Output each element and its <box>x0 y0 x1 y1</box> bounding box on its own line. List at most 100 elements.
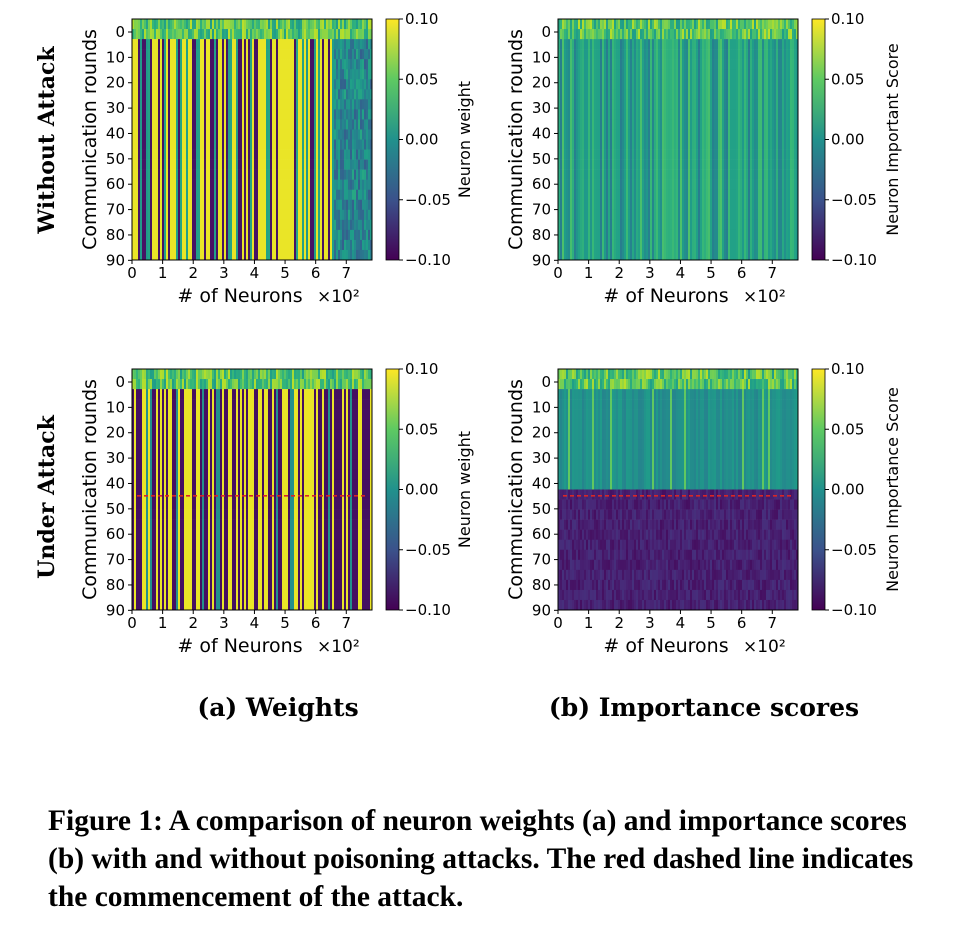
x-tick-label: 0 <box>553 264 563 282</box>
y-tick-label: 10 <box>106 398 125 416</box>
y-tick-label: 90 <box>532 601 551 619</box>
x-tick-label: 4 <box>676 264 686 282</box>
y-tick-label: 60 <box>532 175 551 193</box>
y-tick-label: 70 <box>532 551 551 569</box>
y-tick-label: 70 <box>106 201 125 219</box>
y-tick-label: 0 <box>115 373 125 391</box>
y-tick-label: 90 <box>532 251 551 269</box>
plot-frame <box>131 18 373 261</box>
colorbar-scale <box>385 18 400 261</box>
x-tick-label: 3 <box>645 614 655 632</box>
plot-frame <box>557 368 799 611</box>
colorbar-tick-label: 0.05 <box>831 420 864 438</box>
y-tick-label: 80 <box>106 576 125 594</box>
y-tick-label: 30 <box>532 99 551 117</box>
y-tick-label: 0 <box>115 23 125 41</box>
x-tick-label: 1 <box>584 264 594 282</box>
x-tick-label: 7 <box>768 264 778 282</box>
x-axis-multiplier: ×10² <box>743 287 786 307</box>
y-axis-label: Communication rounds <box>505 29 527 250</box>
x-tick-label: 7 <box>342 264 352 282</box>
y-tick-label: 20 <box>532 74 551 92</box>
colorbar-scale <box>811 18 826 261</box>
colorbar-scale <box>385 368 400 611</box>
x-axis-label: # of Neurons <box>177 635 302 657</box>
colorbar-tick-label: −0.10 <box>405 251 451 269</box>
y-tick-label: 90 <box>106 251 125 269</box>
x-tick-label: 3 <box>219 264 229 282</box>
y-tick-label: 50 <box>106 500 125 518</box>
y-tick-label: 30 <box>106 99 125 117</box>
colorbar: 0.10 0.05 0.00 −0.05 −0.10 Neuron weight <box>385 360 474 619</box>
x-tick-label: 2 <box>614 614 624 632</box>
x-tick-label: 5 <box>280 264 290 282</box>
x-tick-label: 2 <box>614 264 624 282</box>
x-tick-label: 6 <box>737 264 747 282</box>
y-tick-label: 70 <box>532 201 551 219</box>
figure-caption: Figure 1: A comparison of neuron weights… <box>48 805 914 913</box>
y-tick-label: 20 <box>106 74 125 92</box>
colorbar-tick-label: −0.10 <box>831 251 877 269</box>
y-tick-label: 40 <box>532 474 551 492</box>
colorbar-label: Neuron Importance Score <box>883 387 902 592</box>
colorbar-tick-label: 0.10 <box>405 360 438 378</box>
y-tick-label: 10 <box>532 48 551 66</box>
plot-frame <box>557 18 799 261</box>
row-label-without-attack: Without Attack <box>34 46 60 235</box>
colorbar-tick-label: 0.00 <box>831 481 864 499</box>
x-tick-label: 7 <box>342 614 352 632</box>
plot-frame <box>131 368 373 611</box>
figure-canvas: Without Attack Under Attack 0 1 2 3 4 5 6 70102… <box>34 10 902 722</box>
x-tick-label: 3 <box>219 614 229 632</box>
x-tick-label: 0 <box>127 614 137 632</box>
x-tick-label: 6 <box>311 614 321 632</box>
colorbar: 0.10 0.05 0.00 −0.05 −0.10 Neuron Important S… <box>811 10 902 269</box>
colorbar-tick-label: 0.05 <box>831 70 864 88</box>
y-tick-label: 40 <box>106 124 125 142</box>
y-tick-label: 70 <box>106 551 125 569</box>
colorbar: 0.10 0.05 0.00 −0.05 −0.10 Neuron weight <box>385 10 474 269</box>
colorbar-tick-label: 0.10 <box>831 10 864 28</box>
x-tick-label: 4 <box>250 614 260 632</box>
colorbar-scale <box>811 368 826 611</box>
y-tick-label: 80 <box>106 226 125 244</box>
x-tick-label: 0 <box>127 264 137 282</box>
y-tick-label: 60 <box>106 175 125 193</box>
colorbar-tick-label: 0.05 <box>405 420 438 438</box>
colorbar-label: Neuron weight <box>455 431 474 548</box>
y-tick-label: 40 <box>532 124 551 142</box>
x-tick-label: 7 <box>768 614 778 632</box>
x-axis-label: # of Neurons <box>603 285 728 307</box>
x-tick-label: 1 <box>584 614 594 632</box>
y-tick-label: 20 <box>532 424 551 442</box>
y-tick-label: 20 <box>106 424 125 442</box>
x-tick-label: 5 <box>280 614 290 632</box>
heatmap-field <box>558 19 799 261</box>
colorbar-tick-label: 0.00 <box>831 131 864 149</box>
x-axis-label: # of Neurons <box>177 285 302 307</box>
colorbar-tick-label: −0.05 <box>831 541 877 559</box>
subcaption-weights: (a) Weights <box>197 693 358 722</box>
colorbar-tick-label: −0.05 <box>405 541 451 559</box>
y-tick-label: 80 <box>532 576 551 594</box>
x-axis-multiplier: ×10² <box>317 287 360 307</box>
x-tick-label: 5 <box>706 614 716 632</box>
x-tick-label: 1 <box>158 614 168 632</box>
colorbar-tick-label: 0.05 <box>405 70 438 88</box>
heatmap-field <box>132 19 373 261</box>
y-axis-label: Communication rounds <box>505 379 527 600</box>
y-tick-label: 0 <box>541 373 551 391</box>
y-axis-label: Communication rounds <box>79 379 101 600</box>
colorbar-tick-label: −0.10 <box>831 601 877 619</box>
colorbar-tick-label: 0.00 <box>405 131 438 149</box>
y-tick-label: 50 <box>532 500 551 518</box>
y-axis-label: Communication rounds <box>79 29 101 250</box>
y-tick-label: 90 <box>106 601 125 619</box>
y-tick-label: 30 <box>106 449 125 467</box>
colorbar-tick-label: −0.05 <box>405 191 451 209</box>
colorbar-tick-label: −0.10 <box>405 601 451 619</box>
y-tick-label: 80 <box>532 226 551 244</box>
